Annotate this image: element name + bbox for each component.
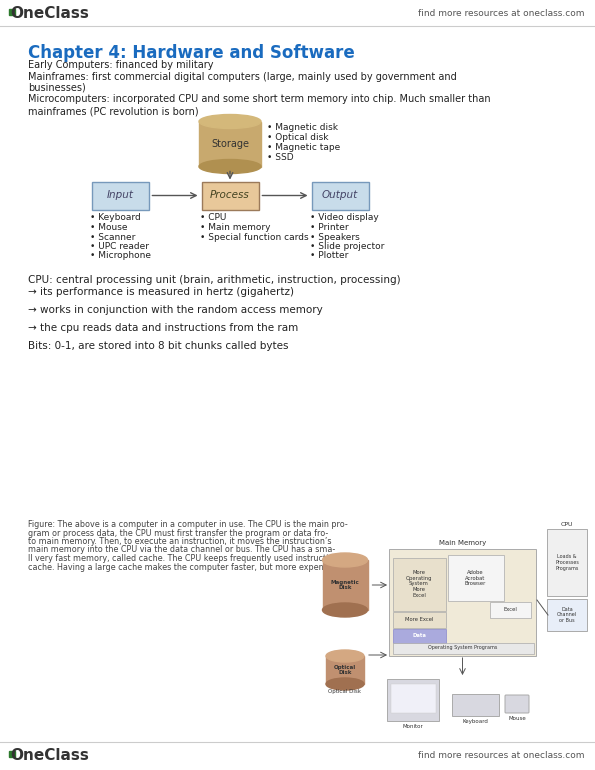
Text: to main memory. Then, to execute an instruction, it moves the instruction’s: to main memory. Then, to execute an inst… — [28, 537, 331, 546]
Ellipse shape — [326, 650, 364, 662]
Text: • Plotter: • Plotter — [311, 252, 349, 260]
FancyBboxPatch shape — [312, 182, 368, 209]
Text: cache. Having a large cache makes the computer faster, but more expensive: cache. Having a large cache makes the co… — [28, 563, 340, 571]
Text: • Magnetic tape: • Magnetic tape — [267, 143, 340, 152]
Text: • Magnetic disk: • Magnetic disk — [267, 123, 338, 132]
FancyBboxPatch shape — [387, 679, 439, 721]
Text: ll very fast memory, called cache. The CPU keeps frequently used instructi-: ll very fast memory, called cache. The C… — [28, 554, 331, 563]
Text: Optical
Disk: Optical Disk — [334, 665, 356, 675]
Text: Mainframes: first commercial digital computers (large, mainly used by government: Mainframes: first commercial digital com… — [28, 72, 457, 82]
Text: • Special function cards: • Special function cards — [201, 233, 309, 242]
Text: • Speakers: • Speakers — [311, 233, 360, 242]
FancyBboxPatch shape — [389, 549, 536, 656]
Text: • Printer: • Printer — [311, 223, 349, 232]
Text: OneClass: OneClass — [10, 5, 89, 21]
Text: CPU: CPU — [560, 522, 573, 527]
Text: • CPU: • CPU — [201, 213, 227, 223]
Text: Data
Channel
or Bus: Data Channel or Bus — [557, 607, 577, 623]
Text: main memory into the CPU via the data channel or bus. The CPU has a sma-: main memory into the CPU via the data ch… — [28, 545, 335, 554]
FancyBboxPatch shape — [393, 557, 446, 611]
FancyBboxPatch shape — [547, 529, 587, 596]
Text: CPU: central processing unit (brain, arithmetic, instruction, processing): CPU: central processing unit (brain, ari… — [28, 275, 400, 285]
Text: • Keyboard: • Keyboard — [90, 213, 141, 223]
Text: • SSD: • SSD — [267, 153, 293, 162]
Text: • Video display: • Video display — [311, 213, 379, 223]
FancyBboxPatch shape — [92, 182, 149, 209]
Text: Operating System Programs: Operating System Programs — [428, 645, 497, 651]
Text: Output: Output — [322, 190, 358, 200]
Text: Input: Input — [107, 190, 133, 200]
Bar — [326, 656, 364, 684]
Text: Process: Process — [210, 190, 250, 200]
Text: • Microphone: • Microphone — [90, 252, 152, 260]
FancyBboxPatch shape — [393, 611, 446, 628]
Text: Excel: Excel — [503, 607, 517, 612]
Ellipse shape — [322, 553, 368, 567]
Text: • Scanner: • Scanner — [90, 233, 136, 242]
Text: Early Computers: financed by military: Early Computers: financed by military — [28, 60, 214, 70]
Text: businesses): businesses) — [28, 83, 86, 93]
Text: find more resources at oneclass.com: find more resources at oneclass.com — [418, 8, 585, 18]
Text: More
Operating
System
More
Excel: More Operating System More Excel — [406, 570, 432, 598]
Bar — [199, 122, 261, 166]
Text: Mouse: Mouse — [508, 716, 526, 721]
Text: mainframes (PC revolution is born): mainframes (PC revolution is born) — [28, 106, 199, 116]
Text: • Mouse: • Mouse — [90, 223, 128, 232]
Ellipse shape — [322, 603, 368, 617]
Text: → the cpu reads data and instructions from the ram: → the cpu reads data and instructions fr… — [28, 323, 298, 333]
Text: Bits: 0-1, are stored into 8 bit chunks called bytes: Bits: 0-1, are stored into 8 bit chunks … — [28, 341, 289, 351]
FancyBboxPatch shape — [490, 601, 531, 618]
FancyBboxPatch shape — [452, 694, 499, 716]
Text: → works in conjunction with the random access memory: → works in conjunction with the random a… — [28, 305, 322, 315]
Text: Adobe
Acrobat
Browser: Adobe Acrobat Browser — [464, 570, 486, 586]
Text: Monitor: Monitor — [403, 724, 424, 729]
Text: Keyboard: Keyboard — [462, 719, 488, 724]
FancyBboxPatch shape — [547, 599, 587, 631]
FancyBboxPatch shape — [505, 695, 529, 713]
FancyBboxPatch shape — [390, 684, 436, 712]
Ellipse shape — [199, 115, 261, 129]
Text: Magnetic
Disk: Magnetic Disk — [331, 580, 359, 591]
Text: Figure: The above is a computer in a computer in use. The CPU is the main pro-: Figure: The above is a computer in a com… — [28, 520, 347, 529]
Text: OneClass: OneClass — [10, 748, 89, 762]
Text: Microcomputers: incorporated CPU and some short term memory into chip. Much smal: Microcomputers: incorporated CPU and som… — [28, 95, 491, 105]
Text: Main Memory: Main Memory — [439, 540, 486, 546]
Text: More Excel: More Excel — [405, 617, 433, 622]
Text: • Main memory: • Main memory — [201, 223, 271, 232]
Text: Storage: Storage — [211, 139, 249, 149]
FancyBboxPatch shape — [393, 642, 534, 654]
Text: gram or process data, the CPU must first transfer the program or data fro-: gram or process data, the CPU must first… — [28, 528, 328, 537]
Ellipse shape — [326, 678, 364, 690]
Text: Data: Data — [412, 633, 426, 638]
Text: Loads &
Processes
Programs: Loads & Processes Programs — [555, 554, 579, 571]
FancyBboxPatch shape — [393, 628, 446, 642]
Ellipse shape — [199, 159, 261, 173]
Text: Chapter 4: Hardware and Software: Chapter 4: Hardware and Software — [28, 44, 355, 62]
Bar — [322, 560, 368, 610]
FancyBboxPatch shape — [202, 182, 258, 209]
Text: find more resources at oneclass.com: find more resources at oneclass.com — [418, 751, 585, 759]
Text: • Optical disk: • Optical disk — [267, 133, 328, 142]
FancyBboxPatch shape — [447, 554, 503, 601]
Text: • UPC reader: • UPC reader — [90, 242, 149, 251]
Text: Optical Disk: Optical Disk — [328, 689, 362, 694]
Text: • Slide projector: • Slide projector — [311, 242, 385, 251]
Text: → its performance is measured in hertz (gigahertz): → its performance is measured in hertz (… — [28, 287, 294, 297]
